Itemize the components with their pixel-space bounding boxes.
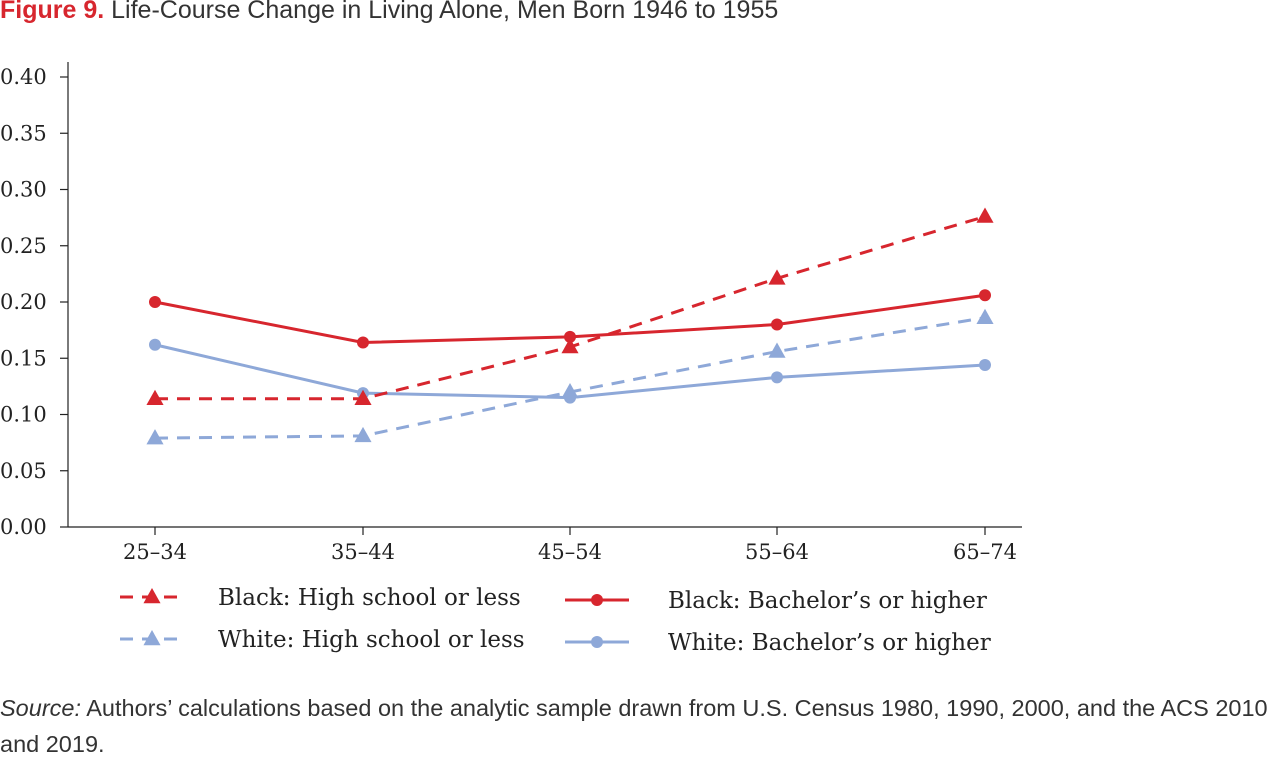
data-point-circle <box>149 296 161 308</box>
series-4 <box>149 338 991 404</box>
chart-axes: 0.00 0.05 0.10 0.15 0.20 0.25 0.30 0.35 0.40 25–3… <box>0 62 1022 564</box>
x-tick-label: 55–64 <box>745 540 809 564</box>
y-tick-label: 0.20 <box>0 290 47 314</box>
y-tick-label: 0.00 <box>0 515 47 539</box>
y-tick-label: 0.35 <box>0 121 47 145</box>
legend-item: White: Bachelor’s or higher <box>565 630 991 656</box>
data-point-circle <box>564 391 576 404</box>
series-1 <box>146 207 994 406</box>
legend-label: White: High school or less <box>218 627 525 653</box>
data-point-triangle <box>146 429 164 445</box>
legend-label: White: Bachelor’s or higher <box>668 630 991 656</box>
source-label: Source: <box>0 695 81 721</box>
figure-title-text: Life-Course Change in Living Alone, Men … <box>111 0 779 24</box>
x-tick-label: 45–54 <box>538 540 602 564</box>
source-text: Authors’ calculations based on the analy… <box>0 695 1268 757</box>
data-point-circle <box>979 289 991 302</box>
y-tick-label: 0.25 <box>0 234 47 258</box>
legend-item: Black: High school or less <box>120 585 521 611</box>
y-tick-label: 0.30 <box>0 178 47 202</box>
data-point-circle <box>979 359 991 371</box>
series-3 <box>146 308 994 445</box>
y-tick-label: 0.10 <box>0 403 47 427</box>
legend: Black: High school or less Black: Bachelo… <box>120 585 991 656</box>
legend-marker-triangle <box>143 588 161 604</box>
data-point-circle <box>771 371 783 384</box>
data-point-triangle <box>561 338 579 354</box>
y-tick-label: 0.40 <box>0 65 47 89</box>
x-tick-label: 65–74 <box>953 540 1017 564</box>
legend-item: Black: Bachelor’s or higher <box>565 588 987 614</box>
source-note: Source: Authors’ calculations based on t… <box>0 690 1280 762</box>
y-tick-label: 0.05 <box>0 459 47 483</box>
y-tick-label: 0.15 <box>0 346 47 370</box>
data-point-triangle <box>768 342 786 358</box>
data-point-circle <box>771 318 783 331</box>
legend-item: White: High school or less <box>120 627 525 653</box>
x-tick-label: 35–44 <box>331 540 395 564</box>
legend-label: Black: Bachelor’s or higher <box>668 588 987 614</box>
data-point-triangle <box>354 389 372 406</box>
series-2 <box>149 289 991 349</box>
line-chart: 0.00 0.05 0.10 0.15 0.20 0.25 0.30 0.35 0.40 25–3… <box>0 62 1022 656</box>
data-point-circle <box>564 330 576 343</box>
data-point-circle <box>357 336 369 349</box>
data-point-triangle <box>354 426 372 443</box>
data-point-triangle <box>768 269 786 285</box>
figure-number: Figure 9. <box>0 0 105 24</box>
legend-marker-triangle <box>143 630 161 646</box>
legend-label: Black: High school or less <box>218 585 521 611</box>
series-lines <box>146 207 994 445</box>
data-point-triangle <box>146 389 164 406</box>
data-point-circle <box>149 338 161 351</box>
data-point-triangle <box>976 308 994 325</box>
figure-title: Figure 9. Life-Course Change in Living A… <box>0 0 778 25</box>
x-tick-label: 25–34 <box>123 540 187 564</box>
legend-marker-circle <box>591 594 603 606</box>
data-point-triangle <box>976 207 994 223</box>
legend-marker-circle <box>591 636 603 648</box>
